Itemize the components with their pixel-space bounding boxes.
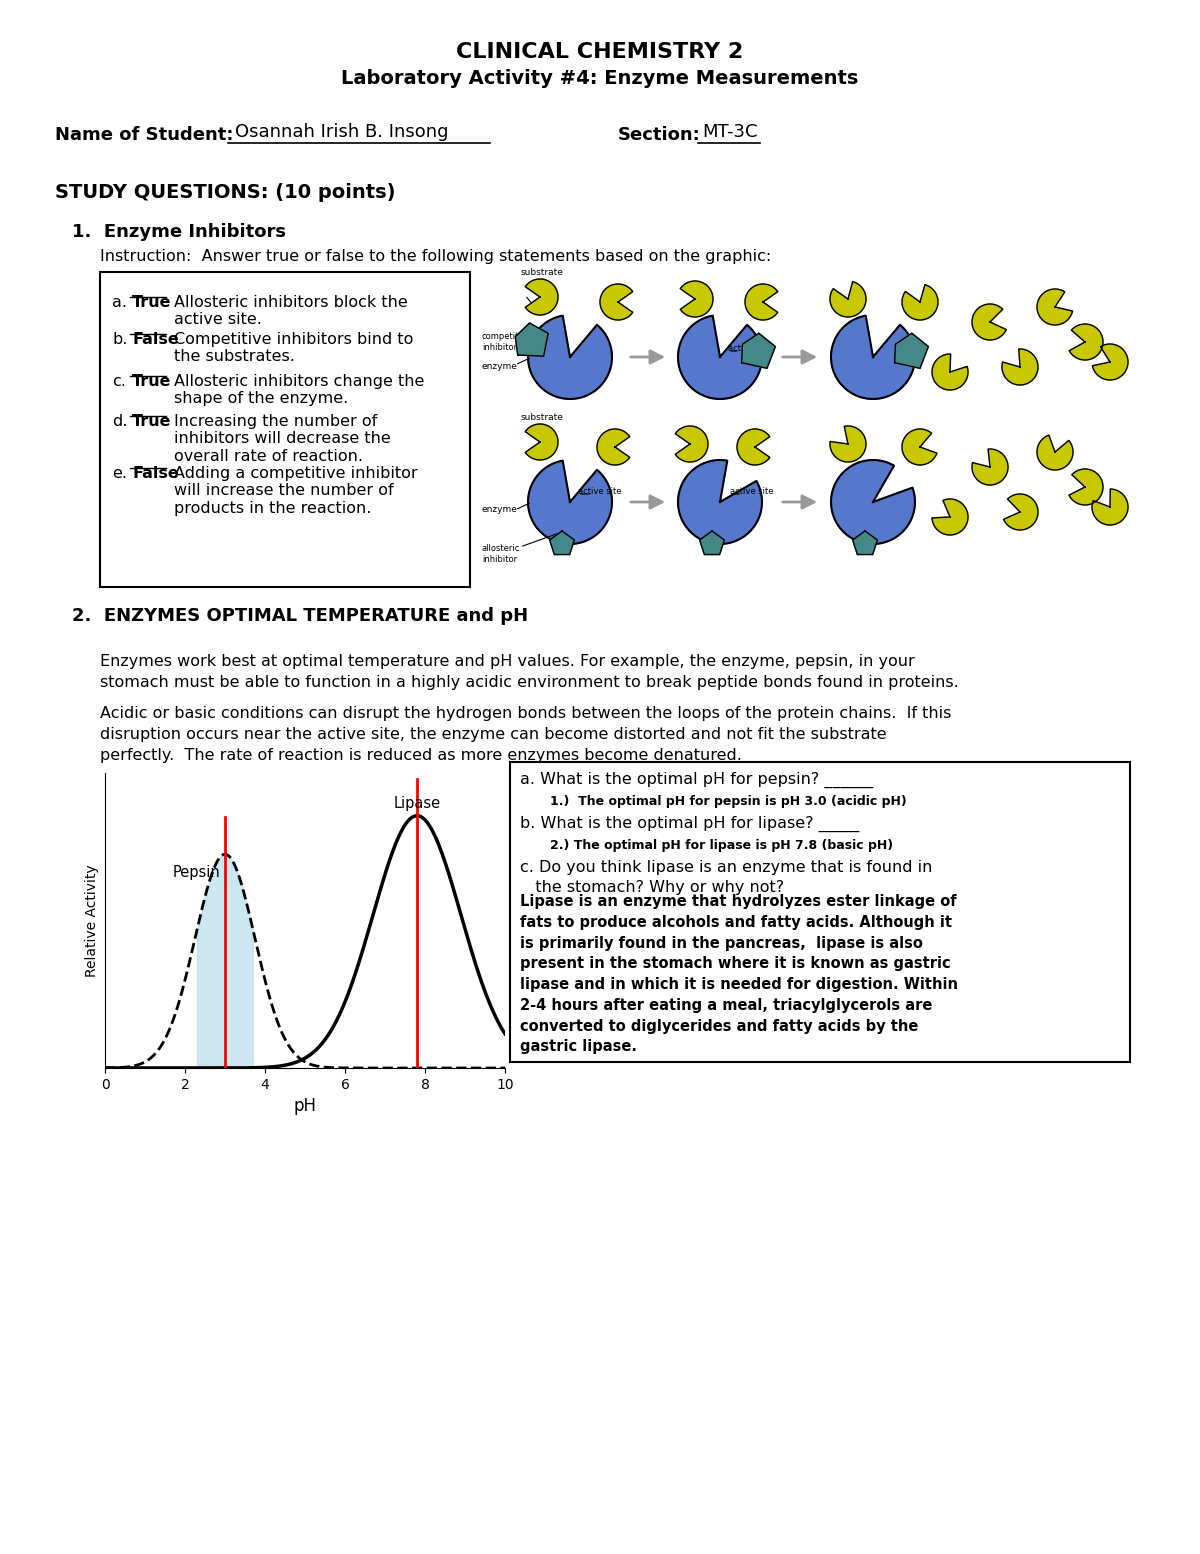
Bar	[100, 272, 470, 587]
Text: 1.  Enzyme Inhibitors: 1. Enzyme Inhibitors	[72, 224, 286, 241]
Polygon shape	[515, 323, 548, 356]
Text: enzyme: enzyme	[482, 362, 518, 371]
Text: c. Do you think lipase is an enzyme that is found in
   the stomach? Why or why : c. Do you think lipase is an enzyme that…	[520, 859, 932, 895]
Text: c.: c.	[112, 375, 126, 388]
Polygon shape	[1092, 490, 1128, 525]
Polygon shape	[526, 280, 558, 315]
Polygon shape	[1039, 434, 1073, 469]
Text: a. What is the optimal pH for pepsin? ______: a. What is the optimal pH for pepsin? __…	[520, 772, 874, 788]
Polygon shape	[830, 283, 866, 317]
Text: b. What is the optimal pH for lipase? _____: b. What is the optimal pH for lipase? __…	[520, 816, 859, 833]
Text: substrate: substrate	[521, 267, 564, 277]
Polygon shape	[678, 315, 762, 399]
Polygon shape	[1067, 472, 1103, 505]
Text: Name of Student:: Name of Student:	[55, 126, 234, 145]
Polygon shape	[832, 315, 914, 399]
Polygon shape	[680, 281, 713, 317]
Text: active site: active site	[578, 488, 622, 496]
Polygon shape	[832, 460, 914, 544]
Text: substrate: substrate	[521, 413, 564, 423]
Polygon shape	[972, 449, 1008, 485]
Text: True: True	[132, 295, 172, 309]
Polygon shape	[1067, 325, 1103, 361]
Polygon shape	[934, 354, 968, 390]
Y-axis label: Relative Activity: Relative Activity	[85, 864, 100, 977]
Polygon shape	[600, 284, 632, 320]
Polygon shape	[853, 531, 877, 555]
Text: Osannah Irish B. Insong: Osannah Irish B. Insong	[235, 123, 449, 141]
Text: d.: d.	[112, 413, 127, 429]
Text: Adding a competitive inhibitor
will increase the number of
products in the react: Adding a competitive inhibitor will incr…	[174, 466, 418, 516]
Text: Enzymes work best at optimal temperature and pH values. For example, the enzyme,: Enzymes work best at optimal temperature…	[100, 654, 959, 690]
Text: b.: b.	[112, 333, 127, 347]
Text: Allosteric inhibitors block the
active site.: Allosteric inhibitors block the active s…	[174, 295, 408, 328]
Polygon shape	[700, 531, 725, 555]
Text: Lipase: Lipase	[394, 797, 440, 811]
Text: Acidic or basic conditions can disrupt the hydrogen bonds between the loops of t: Acidic or basic conditions can disrupt t…	[100, 706, 952, 763]
Text: a.: a.	[112, 295, 127, 309]
Polygon shape	[1092, 345, 1128, 381]
Text: active site: active site	[728, 345, 772, 353]
Text: Instruction:  Answer true or false to the following statements based on the grap: Instruction: Answer true or false to the…	[100, 249, 772, 264]
Text: True: True	[132, 375, 172, 388]
Text: Section:: Section:	[618, 126, 701, 145]
Polygon shape	[550, 531, 575, 555]
X-axis label: pH: pH	[294, 1097, 317, 1116]
Polygon shape	[1038, 289, 1073, 325]
Polygon shape	[902, 284, 938, 320]
Polygon shape	[526, 424, 558, 460]
Text: active site: active site	[730, 488, 774, 496]
Polygon shape	[1002, 350, 1038, 385]
Text: Lipase is an enzyme that hydrolyzes ester linkage of
fats to produce alcohols an: Lipase is an enzyme that hydrolyzes este…	[520, 894, 958, 1054]
Polygon shape	[745, 284, 778, 320]
Polygon shape	[598, 429, 630, 465]
Polygon shape	[1002, 494, 1037, 530]
Text: CLINICAL CHEMISTRY 2: CLINICAL CHEMISTRY 2	[456, 42, 744, 62]
Polygon shape	[932, 499, 968, 535]
Text: Increasing the number of
inhibitors will decrease the
overall rate of reaction.: Increasing the number of inhibitors will…	[174, 413, 391, 463]
Text: e.: e.	[112, 466, 127, 482]
Text: MT-3C: MT-3C	[702, 123, 757, 141]
Polygon shape	[742, 333, 775, 368]
Text: allosteric
inhibitor: allosteric inhibitor	[482, 544, 521, 564]
Text: 2.  ENZYMES OPTIMAL TEMPERATURE and pH: 2. ENZYMES OPTIMAL TEMPERATURE and pH	[72, 608, 528, 625]
Polygon shape	[972, 305, 1006, 340]
Polygon shape	[676, 426, 708, 462]
Text: competitive
inhibitor: competitive inhibitor	[482, 333, 532, 351]
Bar	[510, 761, 1130, 1061]
Polygon shape	[737, 429, 769, 465]
Polygon shape	[902, 429, 938, 465]
Polygon shape	[830, 426, 866, 462]
Polygon shape	[895, 333, 929, 368]
Text: 1.)  The optimal pH for pepsin is pH 3.0 (acidic pH): 1.) The optimal pH for pepsin is pH 3.0 …	[550, 796, 907, 808]
Text: 2.) The optimal pH for lipase is pH 7.8 (basic pH): 2.) The optimal pH for lipase is pH 7.8 …	[550, 839, 893, 852]
Text: Pepsin: Pepsin	[173, 866, 221, 880]
Polygon shape	[678, 460, 762, 544]
Text: STUDY QUESTIONS: (10 points): STUDY QUESTIONS: (10 points)	[55, 182, 396, 202]
Polygon shape	[528, 460, 612, 544]
Text: Laboratory Activity #4: Enzyme Measurements: Laboratory Activity #4: Enzyme Measureme…	[341, 68, 859, 87]
Text: Competitive inhibitors bind to
the substrates.: Competitive inhibitors bind to the subst…	[174, 333, 413, 364]
Text: True: True	[132, 413, 172, 429]
Polygon shape	[528, 315, 612, 399]
Text: enzyme: enzyme	[482, 505, 518, 514]
Text: False: False	[132, 466, 179, 482]
Text: Allosteric inhibitors change the
shape of the enzyme.: Allosteric inhibitors change the shape o…	[174, 375, 425, 407]
Text: False: False	[132, 333, 179, 347]
